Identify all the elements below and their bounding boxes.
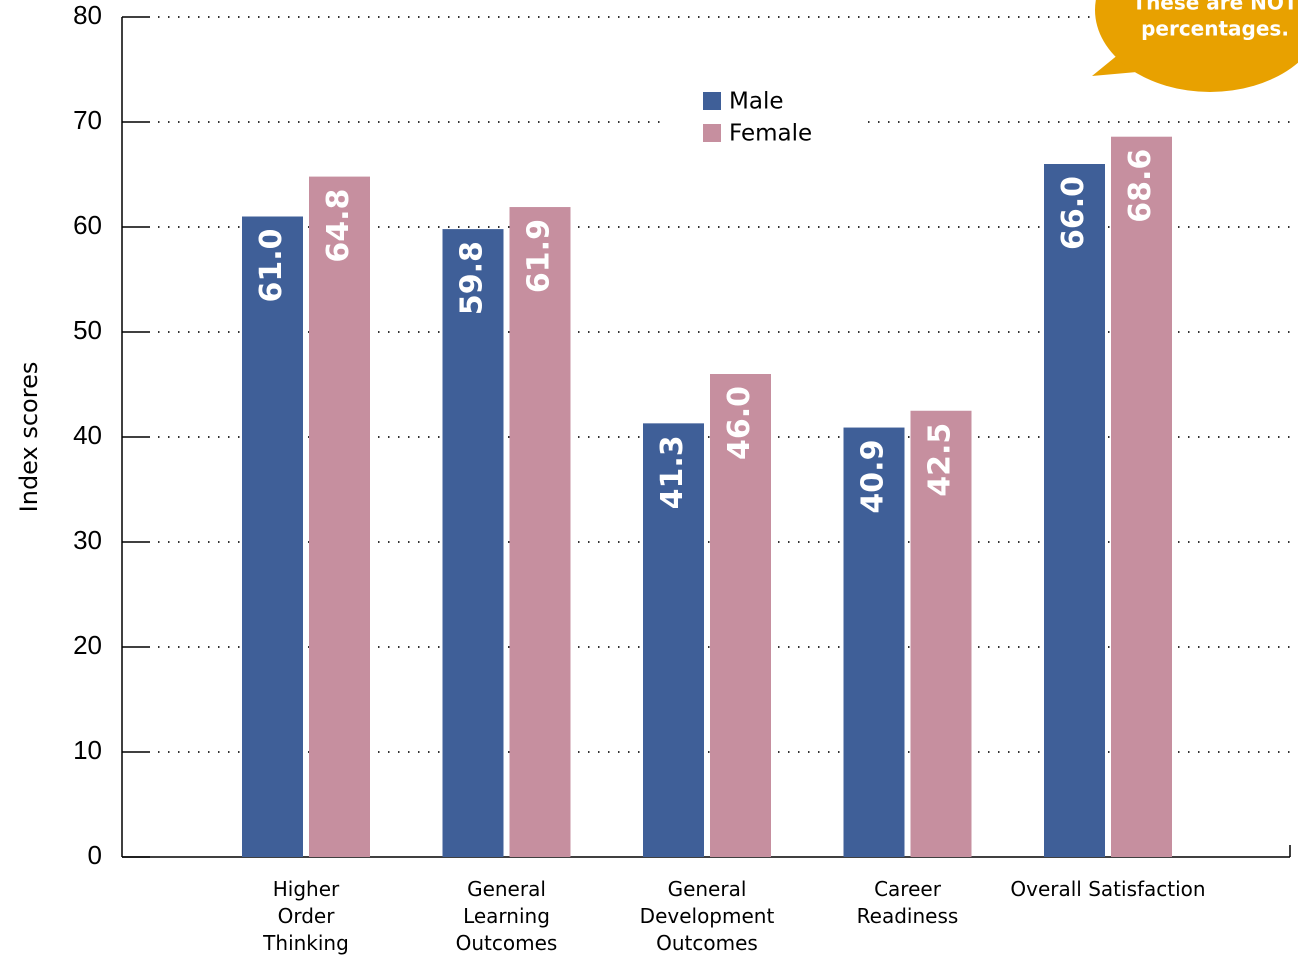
annotation: These are NOT [1132,0,1298,15]
y-tick-label: 30 [73,525,102,555]
legend-background [665,85,860,150]
x-tick-label-line: Order [278,904,336,928]
callout-bubble [1095,0,1298,92]
y-tick-label: 20 [73,630,102,660]
x-tick-label-line: Learning [463,904,550,928]
y-tick-label: 60 [73,210,102,240]
y-tick-label: 0 [88,840,102,870]
value-label: 61.9 [522,219,557,293]
bar [710,374,771,857]
y-tick-label: 80 [73,0,102,30]
x-tick-label-line: Thinking [262,931,349,955]
y-axis-label: Index scores [15,362,43,513]
legend-swatch [703,124,721,142]
x-tick-label-line: Development [640,904,775,928]
y-tick-label: 10 [73,735,102,765]
bar [509,207,571,858]
y-tick-label: 50 [73,315,102,345]
x-tick-label-line: Career [874,877,942,901]
bar [1044,164,1105,857]
bar [242,216,303,857]
bar [309,176,370,858]
value-label: 61.0 [254,229,289,303]
annotation: percentages. [1141,17,1289,41]
bar [1111,136,1172,857]
value-label: 41.3 [655,435,690,509]
x-tick-label-line: Higher [273,877,340,901]
bar [843,427,905,857]
x-tick-label: General Learning Outcomes [456,877,558,955]
x-tick-label-line: Readiness [857,904,959,928]
value-label: 59.8 [455,241,490,315]
y-tick-label: 40 [73,420,102,450]
x-tick-label: General Development Outcomes [640,877,775,955]
x-tick-label-line: Outcomes [656,931,758,955]
x-tick-label: Overall Satisfaction [1010,877,1205,901]
value-label: 40.9 [856,440,891,514]
bar [910,410,972,857]
bar [643,423,704,857]
x-tick-label: Career Readiness [857,877,959,928]
value-label: 42.5 [923,423,958,497]
y-tick-label: 70 [73,105,102,135]
value-label: 66.0 [1056,176,1091,250]
x-tick-label-line: General [668,877,747,901]
value-label: 68.6 [1123,149,1158,223]
x-tick-label-line: Outcomes [456,931,558,955]
legend-swatch [703,92,721,110]
x-tick-label: Higher Order Thinking [262,877,349,955]
legend-label: Male [729,89,783,115]
bar [442,229,504,858]
legend-label: Female [729,121,812,147]
x-tick-label-line: Overall Satisfaction [1010,877,1205,901]
value-label: 46.0 [722,386,757,460]
value-label: 64.8 [321,189,356,263]
x-tick-label-line: General [467,877,546,901]
